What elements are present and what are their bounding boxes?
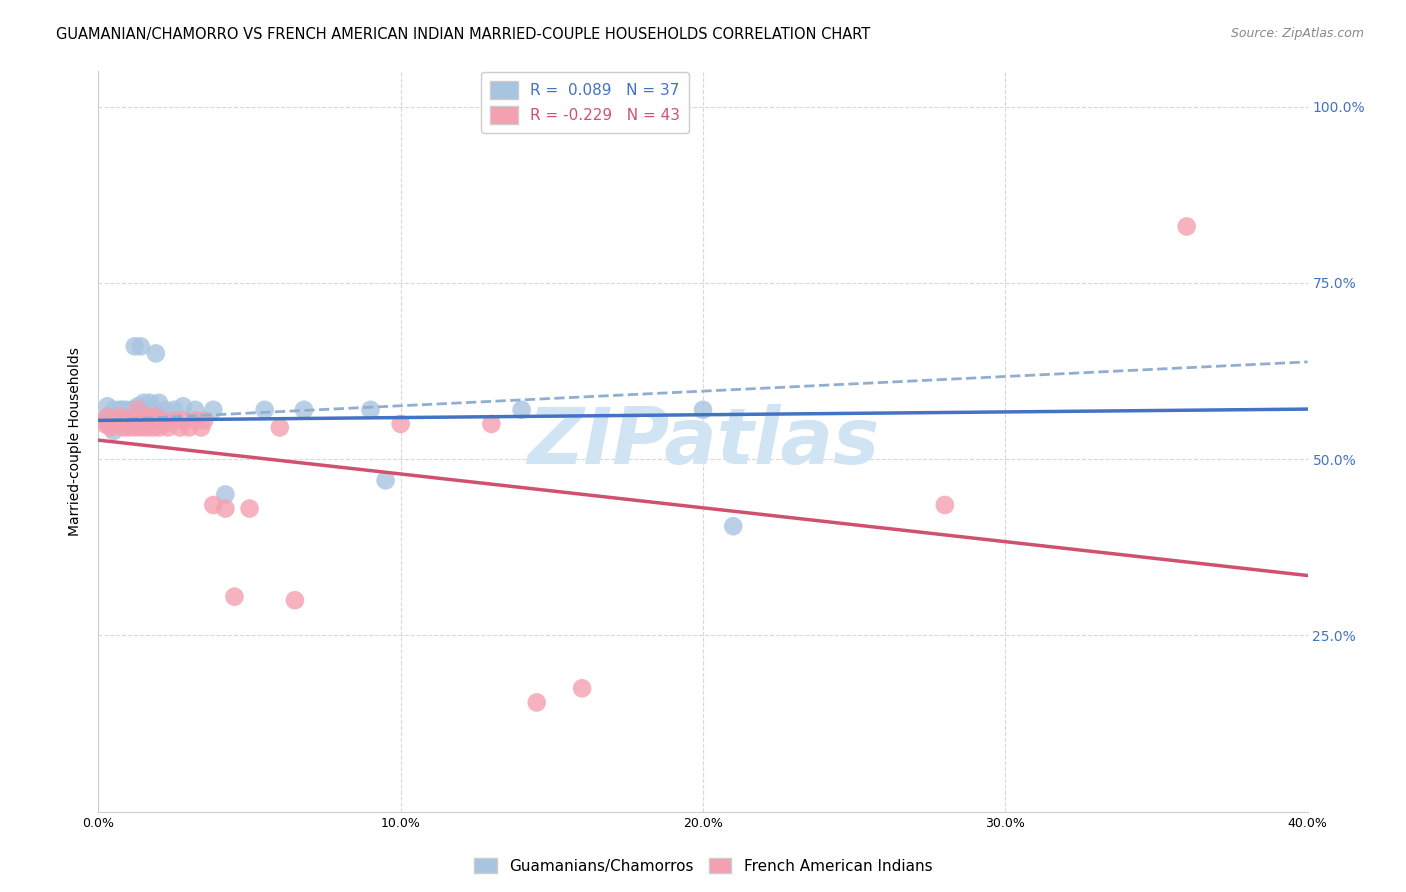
Point — [139, 409, 162, 424]
Point — [111, 420, 134, 434]
Point — [121, 413, 143, 427]
Point — [179, 420, 201, 434]
Point — [934, 498, 956, 512]
Point — [723, 519, 745, 533]
Point — [148, 420, 170, 434]
Point — [145, 346, 167, 360]
Point — [145, 409, 167, 424]
Point — [169, 420, 191, 434]
Point — [510, 402, 533, 417]
Point — [163, 413, 186, 427]
Point — [481, 417, 503, 431]
Point — [121, 402, 143, 417]
Point — [214, 487, 236, 501]
Point — [269, 420, 291, 434]
Point — [389, 417, 412, 431]
Point — [184, 402, 207, 417]
Point — [135, 420, 157, 434]
Point — [103, 424, 125, 438]
Point — [108, 402, 131, 417]
Point — [172, 413, 194, 427]
Point — [193, 413, 215, 427]
Point — [150, 413, 173, 427]
Point — [124, 402, 146, 417]
Point — [142, 413, 165, 427]
Point — [253, 402, 276, 417]
Legend: R =  0.089   N = 37, R = -0.229   N = 43: R = 0.089 N = 37, R = -0.229 N = 43 — [481, 71, 689, 133]
Point — [105, 413, 128, 427]
Point — [1175, 219, 1198, 234]
Point — [127, 413, 149, 427]
Legend: Guamanians/Chamorros, French American Indians: Guamanians/Chamorros, French American In… — [468, 852, 938, 880]
Point — [526, 695, 548, 709]
Text: ZIPatlas: ZIPatlas — [527, 403, 879, 480]
Point — [360, 402, 382, 417]
Point — [163, 402, 186, 417]
Text: Source: ZipAtlas.com: Source: ZipAtlas.com — [1230, 27, 1364, 40]
Point — [114, 402, 136, 417]
Point — [153, 417, 176, 431]
Point — [142, 420, 165, 434]
Point — [100, 420, 122, 434]
Point — [139, 396, 162, 410]
Point — [284, 593, 307, 607]
Point — [692, 402, 714, 417]
Point — [93, 417, 115, 431]
Point — [374, 473, 396, 487]
Y-axis label: Married-couple Households: Married-couple Households — [69, 347, 83, 536]
Point — [202, 402, 225, 417]
Point — [96, 409, 118, 424]
Point — [190, 420, 212, 434]
Point — [292, 402, 315, 417]
Point — [127, 399, 149, 413]
Point — [129, 339, 152, 353]
Point — [132, 396, 155, 410]
Point — [202, 498, 225, 512]
Point — [111, 402, 134, 417]
Point — [214, 501, 236, 516]
Point — [135, 402, 157, 417]
Point — [184, 413, 207, 427]
Point — [172, 399, 194, 413]
Point — [105, 409, 128, 424]
Point — [114, 413, 136, 427]
Point — [108, 409, 131, 424]
Point — [153, 402, 176, 417]
Point — [156, 420, 179, 434]
Point — [103, 417, 125, 431]
Point — [96, 409, 118, 424]
Point — [132, 402, 155, 417]
Point — [100, 409, 122, 424]
Point — [127, 402, 149, 417]
Point — [142, 402, 165, 417]
Point — [124, 420, 146, 434]
Point — [239, 501, 262, 516]
Point — [124, 339, 146, 353]
Point — [103, 402, 125, 417]
Point — [118, 420, 141, 434]
Point — [571, 681, 593, 696]
Point — [224, 590, 246, 604]
Point — [129, 420, 152, 434]
Point — [93, 413, 115, 427]
Point — [132, 413, 155, 427]
Point — [111, 409, 134, 424]
Point — [148, 396, 170, 410]
Point — [96, 399, 118, 413]
Point — [118, 406, 141, 420]
Text: GUAMANIAN/CHAMORRO VS FRENCH AMERICAN INDIAN MARRIED-COUPLE HOUSEHOLDS CORRELATI: GUAMANIAN/CHAMORRO VS FRENCH AMERICAN IN… — [56, 27, 870, 42]
